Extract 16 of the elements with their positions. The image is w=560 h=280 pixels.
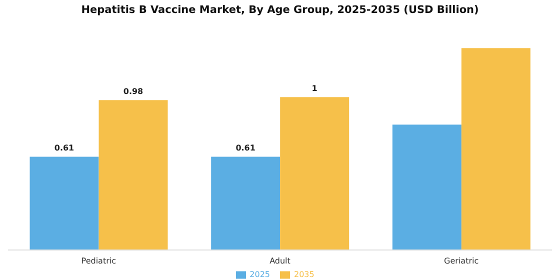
x-tick-label: Adult: [270, 256, 290, 266]
bar: [392, 124, 462, 250]
x-tick-label: Pediatric: [81, 256, 116, 266]
chart-title: Hepatitis B Vaccine Market, By Age Group, 2025-2035 (USD Billion): [80, 4, 480, 16]
bar: [98, 100, 168, 250]
bar: [280, 97, 350, 250]
x-tick-label: Geriatric: [444, 256, 479, 266]
data-label: 0.61: [54, 144, 75, 153]
bar: [30, 156, 99, 250]
data-label: 0.98: [123, 87, 144, 96]
data-label: 1: [312, 84, 318, 94]
bar: [211, 156, 280, 250]
legend-label: 2035: [294, 270, 314, 280]
bar: [461, 48, 530, 250]
legend-label: 2025: [250, 270, 270, 280]
data-label: 0.61: [236, 144, 256, 153]
